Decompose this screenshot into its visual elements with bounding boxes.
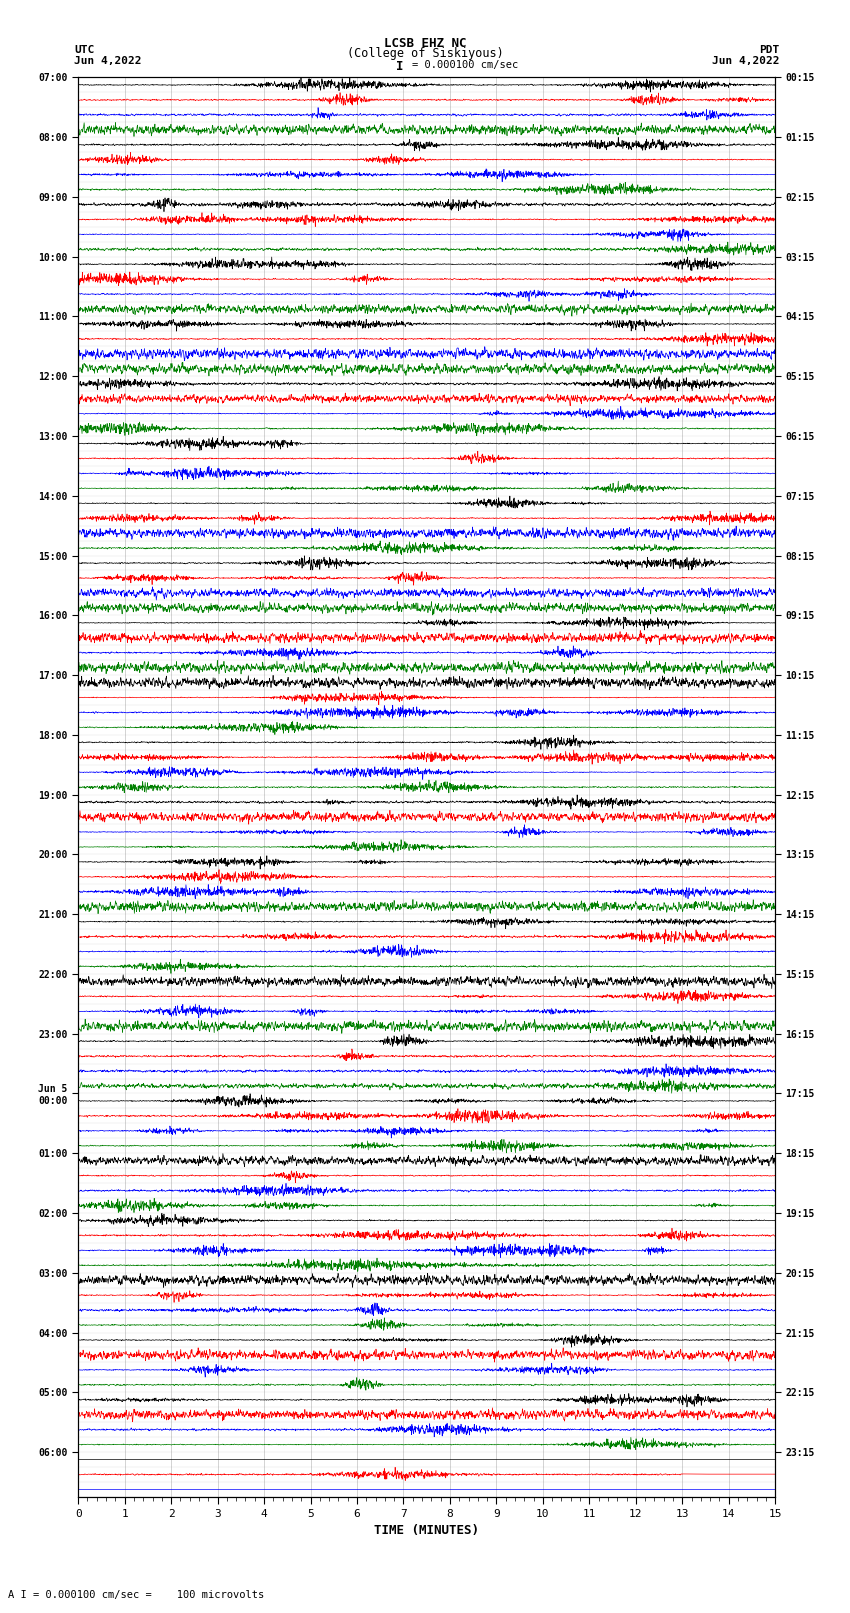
Text: Jun 4,2022: Jun 4,2022 <box>712 56 779 66</box>
Text: I: I <box>396 60 403 73</box>
Text: LCSB EHZ NC: LCSB EHZ NC <box>383 37 467 50</box>
Text: A I = 0.000100 cm/sec =    100 microvolts: A I = 0.000100 cm/sec = 100 microvolts <box>8 1590 264 1600</box>
X-axis label: TIME (MINUTES): TIME (MINUTES) <box>374 1524 479 1537</box>
Text: = 0.000100 cm/sec: = 0.000100 cm/sec <box>412 60 518 69</box>
Text: (College of Siskiyous): (College of Siskiyous) <box>347 47 503 60</box>
Text: Jun 4,2022: Jun 4,2022 <box>74 56 141 66</box>
Text: UTC: UTC <box>74 45 94 55</box>
Text: PDT: PDT <box>759 45 779 55</box>
